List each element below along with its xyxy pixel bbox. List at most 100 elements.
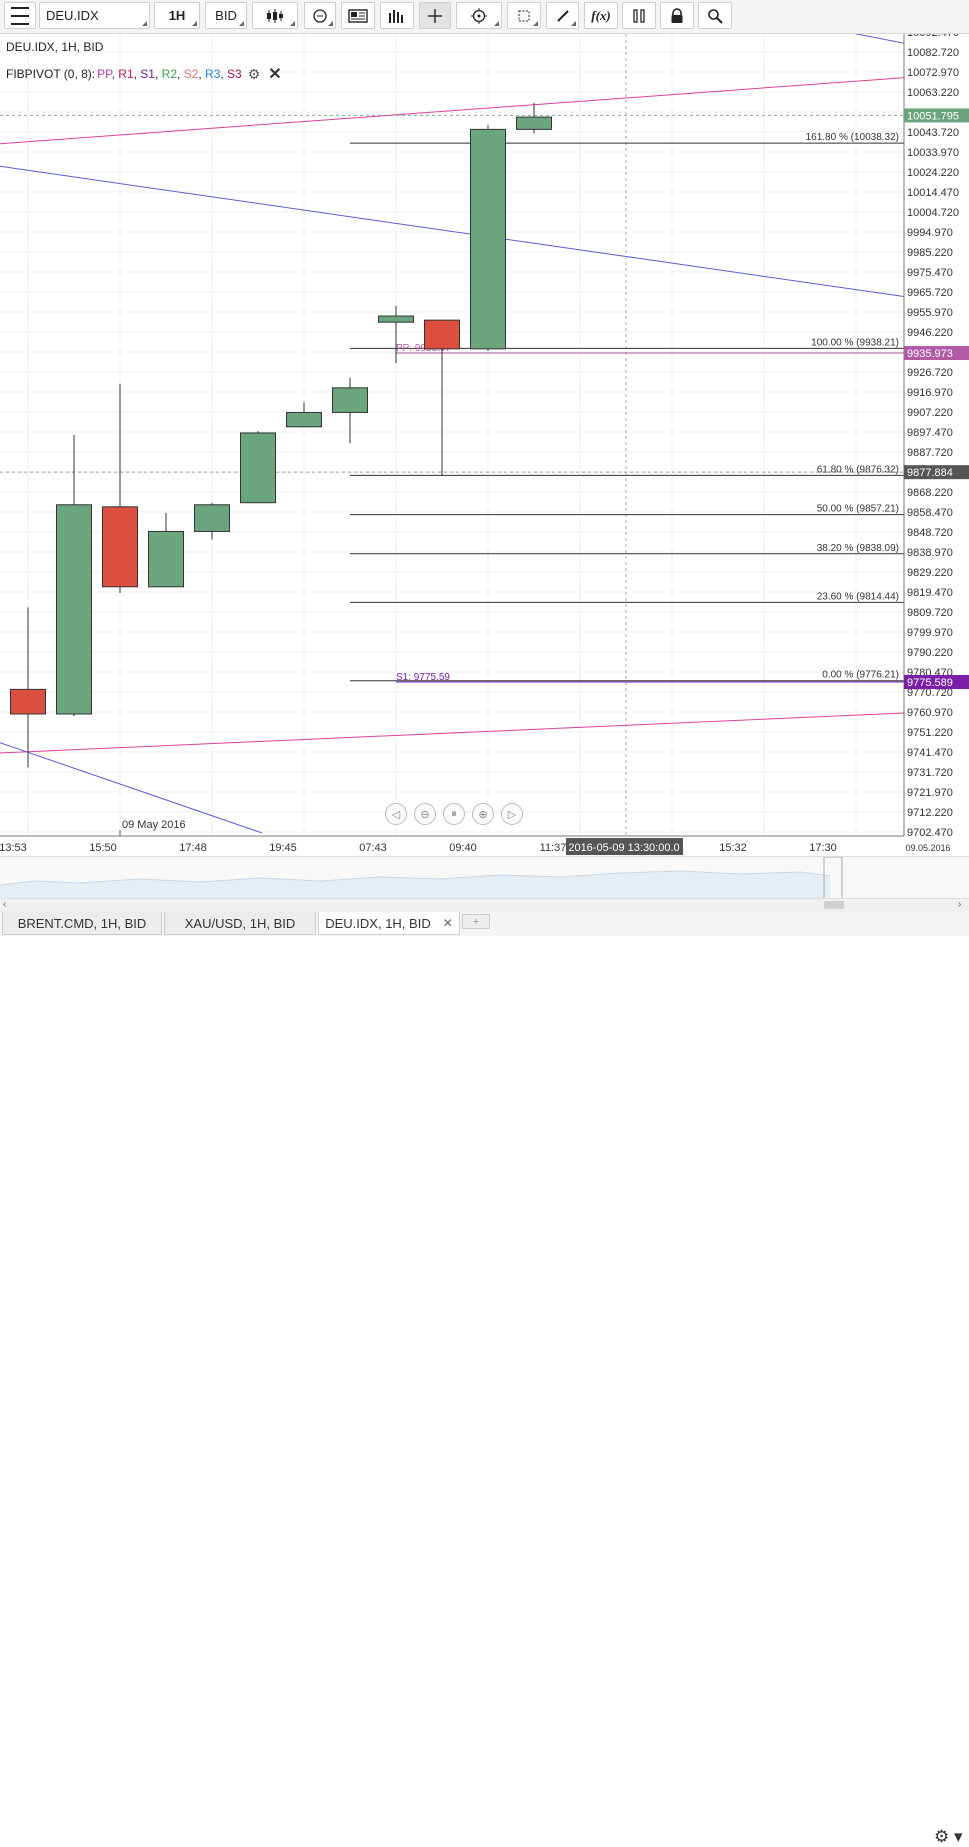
indicator-button[interactable]: f(x) bbox=[584, 2, 618, 29]
time-axis bbox=[0, 836, 969, 856]
reset-view-icon[interactable]: ⏸ bbox=[443, 803, 465, 825]
chart-tabs: BRENT.CMD, 1H, BID XAU/USD, 1H, BID DEU.… bbox=[0, 912, 969, 1846]
add-tab-button[interactable]: + bbox=[462, 914, 490, 929]
tab-label: BRENT.CMD, 1H, BID bbox=[17, 915, 147, 931]
scroll-left-arrow-icon[interactable]: ‹ bbox=[3, 899, 7, 910]
selection-icon bbox=[518, 10, 530, 21]
time-tick-label: 15:50 bbox=[89, 842, 117, 854]
price-axis bbox=[904, 34, 969, 836]
candle-down bbox=[424, 319, 460, 350]
price-tick-label: 9965.720 bbox=[907, 287, 953, 299]
clock-button[interactable] bbox=[304, 2, 336, 29]
close-tab-icon[interactable]: ✕ bbox=[442, 916, 453, 930]
candles-icon bbox=[267, 8, 283, 23]
indicator-legend: FIBPIVOT (0, 8): PP, R1, S1, R2, S2, R3,… bbox=[6, 64, 282, 84]
menu-icon[interactable] bbox=[4, 2, 36, 29]
trend-line-upper bbox=[0, 77, 905, 145]
period-selector[interactable]: 1H bbox=[154, 2, 200, 29]
overview-navigator[interactable] bbox=[0, 856, 969, 900]
tab-xauusd[interactable]: XAU/USD, 1H, BID bbox=[164, 912, 316, 935]
crosshair-button[interactable] bbox=[419, 2, 451, 29]
zoom-out-icon[interactable]: ⊖ bbox=[414, 803, 436, 825]
settings-gear-icon[interactable]: ⚙ ▾ bbox=[934, 1827, 963, 1846]
bars-icon bbox=[389, 9, 403, 23]
time-tick-label: 19:45 bbox=[269, 842, 297, 854]
side-selector[interactable]: BID bbox=[205, 2, 247, 29]
chart-type-button[interactable] bbox=[252, 2, 298, 29]
candle-up bbox=[378, 315, 414, 323]
time-tick-label: 09.05.2016 bbox=[905, 843, 950, 853]
scroll-thumb[interactable] bbox=[824, 901, 844, 909]
selection-button[interactable] bbox=[507, 2, 541, 29]
price-tick-label: 10033.970 bbox=[907, 147, 959, 159]
scroll-right-arrow-icon[interactable]: › bbox=[958, 899, 962, 910]
price-tick-label: 10063.220 bbox=[907, 87, 959, 99]
price-tick-label: 9829.220 bbox=[907, 567, 953, 579]
news-button[interactable] bbox=[341, 2, 375, 29]
chart-title: DEU.IDX, 1H, BID bbox=[6, 40, 104, 54]
volume-button[interactable] bbox=[380, 2, 414, 29]
price-tick-label: 9975.470 bbox=[907, 267, 953, 279]
tab-brent[interactable]: BRENT.CMD, 1H, BID bbox=[2, 912, 162, 935]
time-tick-label: 13:53 bbox=[0, 842, 27, 854]
pivot-legend-item: PP bbox=[97, 67, 112, 81]
fx-icon: f(x) bbox=[591, 7, 611, 23]
time-tick-label: 11:37 bbox=[540, 842, 567, 854]
fib-level-label: 100.00 % (9938.21) bbox=[811, 337, 899, 348]
price-tick-label: 10092.470 bbox=[907, 34, 959, 39]
fib-level-label: 50.00 % (9857.21) bbox=[817, 504, 899, 515]
price-tick-label: 9985.220 bbox=[907, 247, 953, 259]
chart-navigation: ◁ ⊖ ⏸ ⊕ ▷ bbox=[385, 803, 523, 825]
gear-icon[interactable]: ⚙ bbox=[247, 65, 261, 82]
price-badge bbox=[904, 675, 969, 690]
clock-icon bbox=[313, 8, 327, 23]
price-tick-label: 9770.720 bbox=[907, 687, 953, 699]
candle-up bbox=[332, 387, 368, 413]
fib-level-label: 23.60 % (9814.44) bbox=[817, 591, 899, 602]
target-icon bbox=[471, 7, 487, 24]
price-tick-label: 9887.720 bbox=[907, 447, 953, 459]
lock-button[interactable] bbox=[660, 2, 694, 29]
price-tick-label: 10072.970 bbox=[907, 67, 959, 79]
price-badge-label: 9877.884 bbox=[907, 467, 953, 479]
lock-icon bbox=[671, 7, 683, 23]
pause-button[interactable] bbox=[622, 2, 656, 29]
crosshair-time-badge bbox=[566, 838, 683, 855]
pivot-label: S1: 9775.59 bbox=[396, 672, 450, 683]
tab-label: XAU/USD, 1H, BID bbox=[184, 915, 296, 931]
zoom-button[interactable] bbox=[698, 2, 732, 29]
draw-button[interactable] bbox=[546, 2, 579, 29]
date-marker-label: 09 May 2016 bbox=[122, 819, 186, 831]
pivot-legend-item: S2 bbox=[183, 67, 199, 81]
price-chart[interactable]: 161.80 % (10038.32) 100.00 % (9938.21) 61.… bbox=[0, 34, 969, 856]
legend-separator: , bbox=[198, 67, 206, 81]
crosshair-icon bbox=[428, 8, 442, 23]
overview-area bbox=[0, 856, 843, 900]
pivot-legend-list: PP, R1, S1, R2, S2, R3, S3 bbox=[97, 67, 242, 81]
price-tick-label: 9731.720 bbox=[907, 767, 953, 779]
tab-deu-idx[interactable]: DEU.IDX, 1H, BID ✕ bbox=[318, 912, 460, 935]
price-tick-label: 9712.220 bbox=[907, 807, 953, 819]
symbol-selector[interactable]: DEU.IDX bbox=[39, 2, 150, 29]
price-tick-label: 10043.720 bbox=[907, 127, 959, 139]
pivot-legend-item: S3 bbox=[227, 67, 242, 81]
close-icon[interactable]: ✕ bbox=[268, 66, 282, 83]
price-badge bbox=[904, 465, 969, 480]
price-tick-label: 9858.470 bbox=[907, 507, 953, 519]
price-tick-label: 9799.970 bbox=[907, 627, 953, 639]
target-button[interactable] bbox=[456, 2, 502, 29]
candle-up bbox=[240, 432, 276, 504]
time-tick-label: 09:40 bbox=[449, 842, 477, 854]
price-badge bbox=[904, 108, 969, 123]
price-tick-label: 10004.720 bbox=[907, 207, 959, 219]
zoom-in-icon[interactable]: ⊕ bbox=[472, 803, 494, 825]
indicator-name: FIBPIVOT (0, 8): bbox=[6, 67, 96, 81]
horizontal-scrollbar[interactable]: ‹ › bbox=[0, 898, 969, 913]
price-tick-label: 10014.470 bbox=[907, 187, 959, 199]
price-tick-label: 9721.970 bbox=[907, 787, 953, 799]
scroll-left-icon[interactable]: ◁ bbox=[385, 803, 407, 825]
price-tick-label: 9994.970 bbox=[907, 227, 953, 239]
price-badge-label: 10051.795 bbox=[907, 110, 959, 122]
scroll-right-icon[interactable]: ▷ bbox=[501, 803, 523, 825]
time-tick-label: 07:43 bbox=[359, 842, 387, 854]
